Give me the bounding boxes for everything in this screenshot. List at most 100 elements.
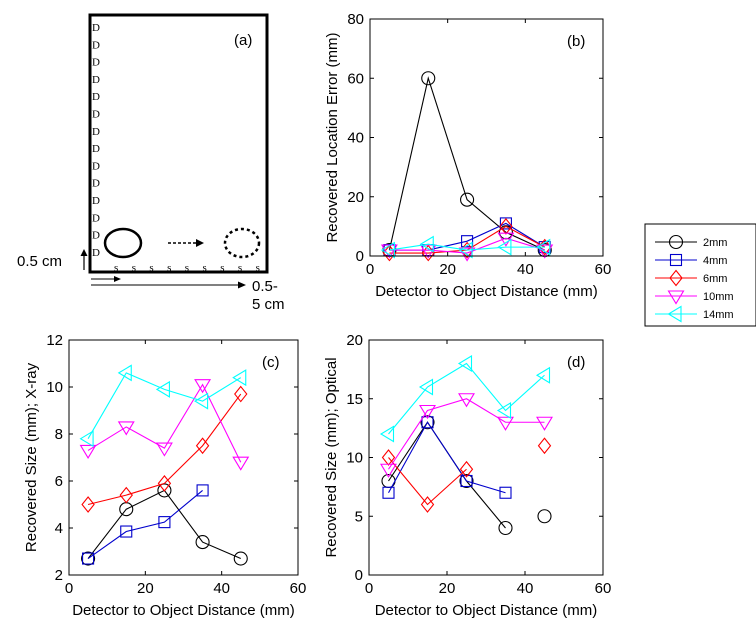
data-point-6mm (119, 486, 133, 504)
y-axis-label: Recovered Size (mm); Optical (323, 357, 340, 557)
data-point-10mm (419, 404, 436, 420)
y-tick-label: 15 (346, 391, 363, 408)
data-point-2mm (459, 473, 474, 489)
data-point-6mm (234, 385, 248, 403)
x-axis-label: Detector to Object Distance (mm) (72, 602, 295, 619)
detector-letter: D (92, 160, 100, 172)
range-arrowhead (238, 281, 246, 289)
data-point-14mm (379, 425, 395, 443)
data-point-6mm (157, 474, 172, 492)
series-line-6mm (388, 457, 467, 506)
plot-frame (68, 339, 299, 576)
x-tick-label: 0 (65, 580, 73, 597)
data-point-10mm (497, 232, 515, 247)
data-point-4mm (421, 416, 434, 429)
data-point-10mm (79, 444, 97, 460)
series-line-4mm (388, 421, 506, 494)
legend-label-2mm: 2mm (703, 237, 727, 249)
data-point-14mm (458, 241, 473, 259)
x-tick-label: 40 (517, 580, 534, 597)
panel-tag: (b) (567, 33, 585, 50)
data-point-14mm (155, 380, 170, 398)
y-tick-label: 40 (347, 130, 364, 147)
data-point-6mm (381, 449, 396, 466)
data-point-14mm (194, 392, 209, 410)
data-point-14mm (418, 378, 434, 396)
detector-letter: D (92, 195, 100, 207)
detector-letter: D (92, 126, 100, 138)
source-letter: s (149, 262, 153, 274)
data-point-6mm (499, 217, 513, 235)
data-point-4mm (196, 484, 209, 497)
data-point-2mm (421, 71, 436, 86)
data-point-14mm (380, 241, 395, 259)
y-tick-label: 12 (46, 332, 63, 349)
data-point-6mm (420, 496, 435, 513)
data-point-6mm (81, 496, 95, 513)
data-point-14mm (536, 238, 551, 256)
data-point-6mm (459, 460, 474, 478)
data-point-14mm (79, 430, 94, 448)
data-point-10mm (536, 244, 554, 259)
y-tick-label: 20 (347, 189, 364, 206)
x-tick-label: 60 (595, 261, 612, 278)
legend-marker-2mm (668, 234, 684, 250)
offset-arrowhead (114, 276, 121, 282)
data-point-14mm (497, 238, 512, 256)
series-line-2mm (388, 421, 506, 529)
y-tick-label: 80 (347, 11, 364, 28)
data-point-2mm (81, 551, 96, 566)
depth-arrowhead (80, 249, 88, 256)
legend: 2mm 4mm 6mm 10mm 14mm (644, 223, 756, 327)
detector-letter: D (92, 178, 100, 190)
y-tick-label: 0 (355, 567, 363, 584)
data-point-2mm (498, 520, 513, 536)
data-point-10mm (458, 247, 476, 262)
source-letter: s (167, 262, 171, 274)
panel-c-chart: 0 20 40 60 2 4 6 8 10 12 Detector to Object Distan… (23, 332, 306, 619)
detector-letter: D (92, 109, 100, 121)
data-point-6mm (537, 437, 552, 455)
series-line-2mm (87, 489, 241, 560)
data-point-4mm (460, 474, 473, 488)
data-point-2mm (195, 535, 210, 550)
y-tick-label: 60 (347, 70, 364, 87)
legend-marker-6mm (669, 269, 683, 287)
data-point-10mm (232, 456, 250, 471)
data-point-2mm (537, 509, 552, 524)
source-letter: s (220, 262, 224, 274)
x-tick-label: 60 (595, 580, 612, 597)
x-tick-label: 20 (137, 580, 154, 597)
range-label-line1: 0.5- (252, 278, 278, 295)
plot-frame (369, 18, 604, 257)
data-point-2mm (233, 551, 248, 566)
detector-letter: D (92, 22, 100, 34)
y-tick-label: 8 (55, 426, 63, 443)
data-point-14mm (457, 355, 473, 372)
detector-letter: D (92, 91, 100, 103)
panel-tag: (d) (567, 354, 585, 371)
legend-marker-14mm (667, 305, 682, 323)
x-tick-label: 0 (365, 580, 373, 597)
data-point-4mm (82, 552, 95, 565)
panel-b-chart: 0 20 40 60 0 20 40 60 80 Detector to Object Dista… (324, 11, 611, 300)
series-line-10mm (388, 398, 545, 470)
data-point-4mm (120, 525, 133, 538)
y-tick-label: 2 (55, 567, 63, 584)
panel-d-chart: 0 20 40 60 0 5 10 15 20 Detector to Object Distan… (323, 332, 611, 619)
tissue-box (88, 13, 269, 274)
data-point-4mm (461, 235, 474, 248)
object-circle (103, 227, 143, 259)
detector-letter: D (92, 74, 100, 86)
series-line-6mm (87, 393, 242, 506)
data-point-14mm (496, 402, 512, 419)
depth-label: 0.5 cm (17, 253, 62, 270)
detector-letter: D (92, 247, 100, 259)
detector-letter: D (92, 57, 100, 69)
source-letter: s (203, 262, 207, 274)
series-line-14mm (388, 362, 545, 435)
